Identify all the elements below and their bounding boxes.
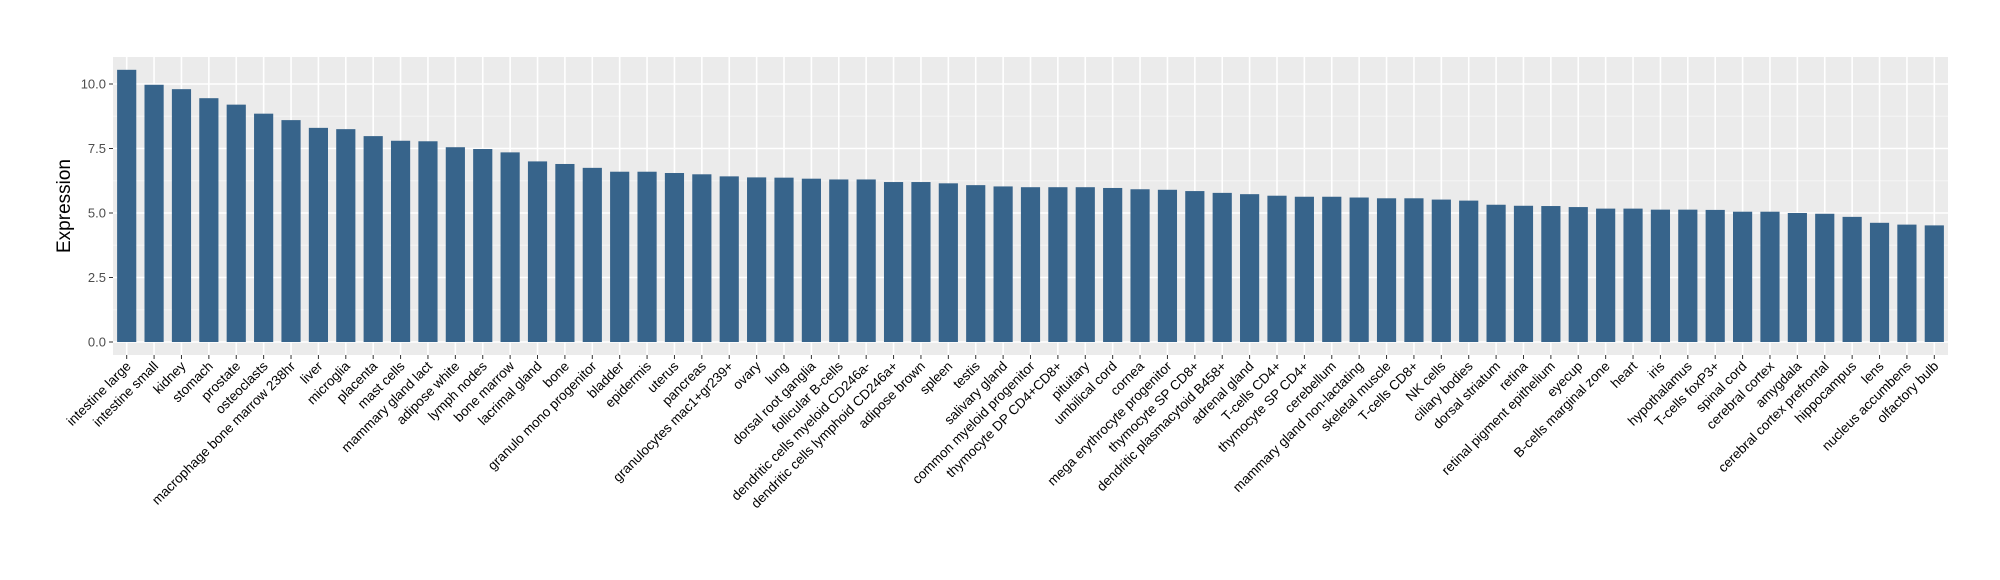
bar bbox=[281, 120, 301, 343]
bar bbox=[856, 179, 876, 342]
bar bbox=[527, 161, 548, 342]
bar bbox=[966, 185, 986, 342]
bar bbox=[1486, 204, 1506, 342]
bar bbox=[1294, 196, 1314, 342]
y-tick-label: 2.5 bbox=[88, 270, 106, 285]
bar bbox=[1376, 198, 1397, 342]
bar bbox=[390, 140, 411, 342]
bar bbox=[1459, 200, 1479, 342]
bar bbox=[582, 167, 602, 342]
bar bbox=[1596, 208, 1616, 342]
bar bbox=[473, 149, 493, 342]
bar bbox=[1322, 196, 1342, 342]
bar bbox=[1020, 187, 1041, 342]
bar bbox=[1623, 208, 1643, 342]
bar bbox=[363, 136, 383, 342]
bar bbox=[637, 171, 657, 342]
bar bbox=[1924, 225, 1944, 342]
bar bbox=[801, 178, 821, 342]
bar bbox=[938, 183, 958, 342]
bar bbox=[1240, 194, 1260, 342]
bar bbox=[610, 171, 630, 342]
bar bbox=[747, 177, 767, 342]
bar bbox=[226, 104, 246, 342]
bar bbox=[1541, 206, 1561, 342]
bar bbox=[199, 98, 219, 342]
bar bbox=[1212, 192, 1232, 342]
bar bbox=[1349, 197, 1369, 342]
bar bbox=[445, 147, 465, 342]
y-axis-title: Expression bbox=[54, 159, 75, 253]
bar bbox=[1815, 213, 1835, 342]
bar bbox=[1048, 187, 1068, 342]
bar bbox=[993, 186, 1013, 342]
bar bbox=[692, 174, 712, 342]
bar bbox=[1157, 189, 1178, 342]
bar bbox=[1075, 187, 1095, 342]
x-tick-label: heart bbox=[1608, 358, 1641, 391]
bar bbox=[1705, 209, 1725, 342]
bar bbox=[308, 127, 328, 342]
bar bbox=[1103, 187, 1123, 342]
y-tick-label: 7.5 bbox=[88, 141, 106, 156]
bar bbox=[1404, 198, 1424, 342]
y-axis: 0.0 2.5 5.0 7.5 10.0 bbox=[81, 77, 113, 350]
y-tick-label: 10.0 bbox=[81, 77, 106, 92]
bar bbox=[664, 173, 685, 342]
bar bbox=[774, 177, 794, 342]
bar bbox=[1568, 207, 1588, 342]
bar bbox=[1650, 209, 1671, 342]
bar bbox=[336, 129, 356, 342]
bar bbox=[1842, 216, 1862, 342]
bar bbox=[1431, 199, 1451, 342]
x-tick-label: ovary bbox=[730, 358, 764, 392]
bars bbox=[117, 69, 1944, 343]
bar bbox=[1733, 211, 1753, 342]
bar bbox=[1185, 191, 1205, 342]
bar bbox=[1869, 222, 1890, 342]
bar bbox=[144, 84, 164, 343]
bar bbox=[911, 182, 931, 342]
bar bbox=[1787, 213, 1807, 342]
bar bbox=[254, 113, 274, 342]
bar bbox=[1897, 224, 1917, 342]
bar bbox=[1267, 195, 1287, 342]
bar bbox=[1760, 211, 1780, 342]
y-tick-label: 0.0 bbox=[88, 335, 106, 350]
bar bbox=[500, 152, 520, 342]
bar bbox=[117, 69, 137, 342]
bar bbox=[883, 182, 904, 342]
bar bbox=[555, 163, 575, 342]
bar bbox=[418, 141, 438, 342]
bar bbox=[829, 179, 849, 342]
bar bbox=[1130, 189, 1150, 342]
bar bbox=[171, 89, 192, 342]
bar bbox=[719, 176, 739, 342]
bar bbox=[1513, 205, 1534, 342]
y-tick-label: 5.0 bbox=[88, 206, 106, 221]
bar bbox=[1678, 209, 1698, 342]
